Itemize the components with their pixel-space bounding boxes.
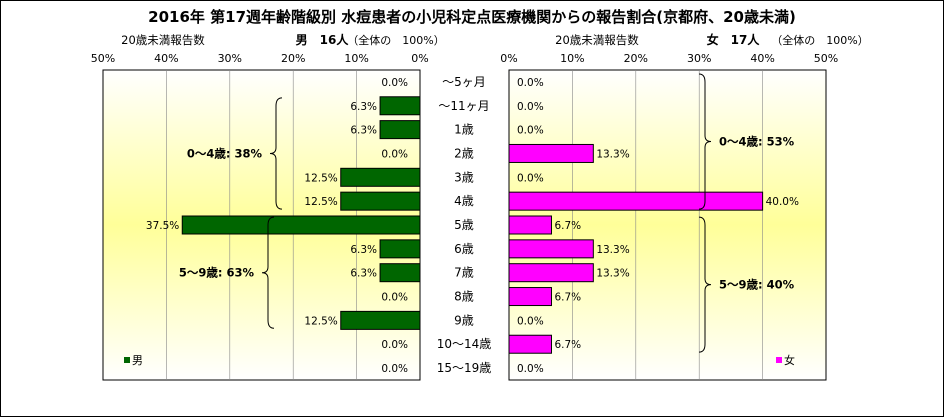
category-label: 6歳: [454, 242, 474, 256]
category-label: 3歳: [454, 170, 474, 184]
female-data-label: 0.0%: [517, 363, 544, 375]
female-legend-label: 女: [784, 353, 795, 367]
male-data-label: 0.0%: [381, 148, 408, 160]
male-data-label: 12.5%: [304, 315, 337, 327]
male-legend-swatch: [124, 357, 130, 363]
female-data-label: 13.3%: [596, 148, 629, 160]
male-bar: [340, 191, 421, 211]
male-bar: [181, 215, 421, 235]
male-header-label: 20歳未満報告数: [121, 33, 205, 47]
tick-label-right: 40%: [750, 52, 774, 65]
category-label: 2歳: [454, 146, 474, 160]
female-header-count: 女 17人: [707, 32, 761, 47]
tick-label-left: 10%: [344, 52, 368, 65]
tick-label-right: 0%: [500, 52, 517, 65]
category-label: ～5ヶ月: [442, 75, 486, 89]
male-data-label: 0.0%: [381, 77, 408, 89]
female-data-label: 0.0%: [517, 315, 544, 327]
category-label: 15～19歳: [437, 361, 492, 375]
category-label: 1歳: [454, 123, 474, 137]
female-bar: [508, 143, 594, 163]
male-data-label: 37.5%: [146, 220, 179, 232]
female-bar: [508, 263, 594, 283]
tick-label-left: 0%: [411, 52, 428, 65]
category-label: 10～14歳: [437, 337, 492, 351]
male-data-label: 6.3%: [350, 125, 377, 137]
male-data-label: 0.0%: [381, 292, 408, 304]
male-age-bracket: [261, 216, 275, 329]
female-data-label: 6.7%: [554, 220, 581, 232]
male-data-label: 0.0%: [381, 363, 408, 375]
female-bar: [508, 287, 552, 307]
female-age-bracket: [698, 216, 712, 353]
male-data-label: 6.3%: [350, 268, 377, 280]
category-label: ～11ヶ月: [438, 99, 489, 113]
male-data-label: 6.3%: [350, 101, 377, 113]
tick-label-right: 30%: [687, 52, 711, 65]
female-bracket-label: 5～9歳: 40%: [719, 278, 795, 292]
chart-title: 2016年 第17週年齢階級別 水痘患者の小児科定点医療機関からの報告割合(京都…: [148, 8, 796, 26]
male-legend-label: 男: [132, 354, 143, 367]
female-bar: [508, 191, 764, 211]
male-age-bracket: [269, 97, 283, 210]
category-label: 9歳: [454, 313, 474, 327]
tick-label-right: 50%: [814, 52, 838, 65]
tick-label-left: 50%: [91, 52, 115, 65]
female-age-bracket: [698, 73, 712, 210]
female-data-label: 6.7%: [554, 292, 581, 304]
male-bar: [340, 167, 421, 187]
category-label: 5歳: [454, 218, 474, 232]
category-label: 7歳: [454, 266, 474, 280]
female-bar: [508, 239, 594, 259]
female-bar: [508, 334, 552, 354]
tick-label-right: 10%: [560, 52, 584, 65]
male-bar: [379, 263, 421, 283]
male-header-count: 男 16人: [296, 32, 350, 47]
female-data-label: 0.0%: [517, 125, 544, 137]
male-header-total: （全体の 100%）: [347, 33, 444, 47]
male-data-label: 12.5%: [304, 196, 337, 208]
female-data-label: 6.7%: [554, 339, 581, 351]
female-data-label: 0.0%: [517, 77, 544, 89]
female-bar: [508, 215, 552, 235]
female-data-label: 0.0%: [517, 101, 544, 113]
male-bracket-label: 5～9歳: 63%: [179, 266, 255, 280]
female-data-label: 40.0%: [766, 196, 799, 208]
plot-area-right: [508, 69, 827, 381]
male-bar: [379, 96, 421, 116]
tick-label-right: 20%: [624, 52, 648, 65]
male-bracket-label: 0～4歳: 38%: [187, 146, 263, 160]
male-bar: [379, 120, 421, 140]
female-bracket-label: 0～4歳: 53%: [719, 135, 795, 149]
tick-label-left: 30%: [218, 52, 242, 65]
tick-label-left: 20%: [281, 52, 305, 65]
female-data-label: 13.3%: [596, 244, 629, 256]
male-data-label: 0.0%: [381, 339, 408, 351]
male-data-label: 6.3%: [350, 244, 377, 256]
male-bar: [340, 310, 421, 330]
category-label: 4歳: [454, 194, 474, 208]
category-label: 8歳: [454, 290, 474, 304]
female-header-total: （全体の 100%）: [771, 33, 868, 47]
female-data-label: 13.3%: [596, 268, 629, 280]
male-bar: [379, 239, 421, 259]
female-data-label: 0.0%: [517, 172, 544, 184]
male-data-label: 12.5%: [304, 172, 337, 184]
female-header-label: 20歳未満報告数: [555, 33, 639, 47]
female-legend-swatch: [776, 357, 782, 363]
tick-label-left: 40%: [154, 52, 178, 65]
